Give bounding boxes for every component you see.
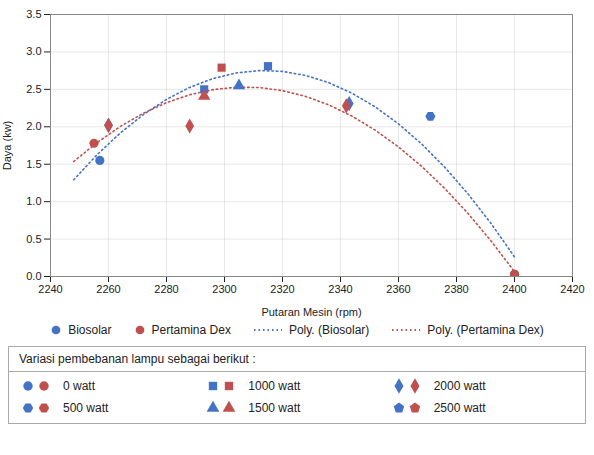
svg-text:0.0: 0.0: [26, 270, 41, 282]
html-text:0 watt: 0 watt: [63, 379, 95, 393]
html-text:Biosolar: Biosolar: [68, 323, 112, 337]
svg-text:2240: 2240: [38, 283, 62, 295]
html-text:1500 watt: 1500 watt: [248, 401, 301, 415]
svg-text:2300: 2300: [212, 283, 236, 295]
svg-text:2360: 2360: [386, 283, 410, 295]
svg-text:2340: 2340: [328, 283, 352, 295]
html-text:Variasi pembebanan lampu sebag: Variasi pembebanan lampu sebagai berikut…: [19, 352, 256, 366]
svg-text:3.5: 3.5: [26, 8, 41, 20]
svg-text:2420: 2420: [560, 283, 584, 295]
html-text:Pertamina Dex: Pertamina Dex: [151, 323, 231, 337]
svg-text:2.5: 2.5: [26, 83, 41, 95]
svg-text:Daya (kw): Daya (kw): [1, 121, 13, 171]
html-text:1000 watt: 1000 watt: [248, 379, 301, 393]
svg-text:2.0: 2.0: [26, 120, 41, 132]
html-text:2000 watt: 2000 watt: [433, 379, 486, 393]
svg-text:2280: 2280: [154, 283, 178, 295]
html-text:500 watt: 500 watt: [63, 401, 109, 415]
svg-text:0.5: 0.5: [26, 233, 41, 245]
svg-text:2380: 2380: [444, 283, 468, 295]
svg-text:2260: 2260: [96, 283, 120, 295]
svg-text:1.5: 1.5: [26, 158, 41, 170]
svg-text:1.0: 1.0: [26, 195, 41, 207]
svg-text:2400: 2400: [502, 283, 526, 295]
html-text:2500 watt: 2500 watt: [433, 401, 486, 415]
svg-text:3.0: 3.0: [26, 45, 41, 57]
html-text:Poly. (Pertamina Dex): Poly. (Pertamina Dex): [427, 323, 544, 337]
svg-text:2320: 2320: [270, 283, 294, 295]
html-text:Poly. (Biosolar): Poly. (Biosolar): [288, 323, 370, 337]
svg-text:Putaran Mesin (rpm): Putaran Mesin (rpm): [261, 306, 361, 318]
